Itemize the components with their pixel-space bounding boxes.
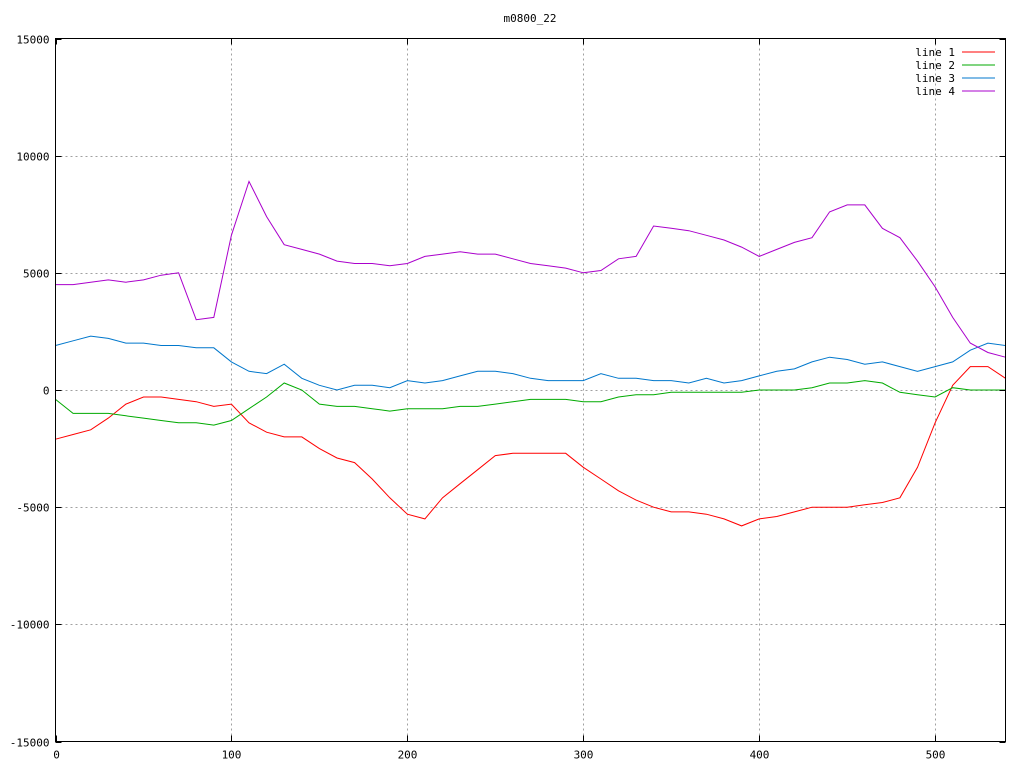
x-tick-label: 100 <box>222 749 242 762</box>
y-tick-label: -15000 <box>10 737 50 750</box>
x-axis-ticks: 0 100 200 300 400 500 <box>53 38 946 762</box>
y-tick-label: -10000 <box>10 619 50 632</box>
x-tick-label: 0 <box>53 749 60 762</box>
series-line-4 <box>55 180 1006 571</box>
y-tick-label: 5000 <box>23 268 50 281</box>
y-tick-label: -5000 <box>16 502 49 515</box>
y-tick-label: 0 <box>43 385 50 398</box>
legend-label-1: line 1 <box>915 46 955 59</box>
grid <box>55 38 1006 742</box>
series-line-1 <box>55 310 1006 527</box>
x-tick-label: 200 <box>398 749 418 762</box>
y-tick-label: 10000 <box>16 151 49 164</box>
x-tick-label: 400 <box>750 749 770 762</box>
legend-label-3: line 3 <box>915 72 955 85</box>
x-tick-label: 300 <box>574 749 594 762</box>
legend-label-4: line 4 <box>915 85 955 98</box>
y-tick-label: 15000 <box>16 34 49 47</box>
series-line-3 <box>55 319 1006 430</box>
chart-title: m0800_22 <box>504 12 557 25</box>
x-tick-label: 500 <box>926 749 946 762</box>
y-axis-ticks: -15000 -10000 -5000 0 5000 10000 15000 <box>10 34 1006 750</box>
series-lines <box>55 180 1006 571</box>
legend-label-2: line 2 <box>915 59 955 72</box>
